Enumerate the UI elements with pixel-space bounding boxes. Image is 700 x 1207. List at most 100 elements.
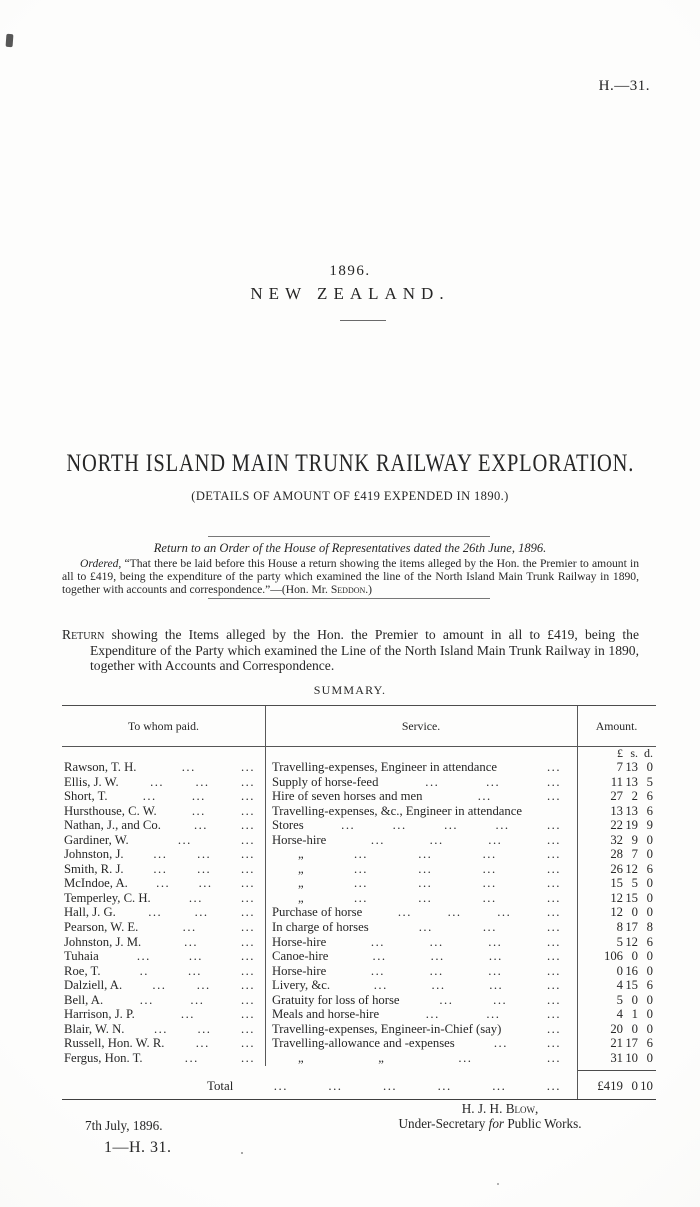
amount-cell: 12 0 0 bbox=[577, 905, 656, 920]
leader-dots: ... bbox=[184, 934, 199, 949]
payee-name: Tuhaia bbox=[64, 949, 99, 964]
amount-pence: 8 bbox=[646, 920, 653, 935]
leader-dots: ... bbox=[370, 934, 385, 949]
leader-dots: ... bbox=[240, 978, 255, 993]
leader-dots: ... bbox=[139, 992, 154, 1007]
leader-dots: ... bbox=[240, 818, 255, 833]
service-cell: Horse-hire............ bbox=[265, 833, 577, 848]
leader-dots: ... bbox=[197, 861, 212, 876]
amount-pence: 0 bbox=[646, 760, 653, 774]
leader-dots: ... bbox=[181, 760, 196, 774]
leader-dots: ... bbox=[180, 1007, 195, 1022]
currency-pounds: £ bbox=[617, 746, 623, 760]
leader-dots: ... bbox=[193, 818, 208, 833]
service-cell: Supply of horse-feed......... bbox=[265, 775, 577, 790]
leader-dots: ... bbox=[142, 789, 157, 804]
amount-shillings: 13 bbox=[625, 760, 638, 774]
leader-dots: ... bbox=[493, 1036, 508, 1051]
summary-heading: SUMMARY. bbox=[313, 683, 387, 697]
amount-cell: 13 13 6 bbox=[577, 804, 656, 819]
amount-shillings: 1 bbox=[631, 1007, 638, 1022]
amount-shillings: 10 bbox=[625, 1050, 638, 1065]
amount-shillings: 0 bbox=[631, 992, 638, 1007]
leader-dots: ... bbox=[341, 818, 356, 833]
amount-pounds: 13 bbox=[610, 803, 623, 818]
leader-dots: ... bbox=[418, 920, 433, 935]
leader-dots: ... bbox=[197, 1021, 212, 1036]
amount-cell: 5 12 6 bbox=[577, 935, 656, 950]
payee-name: Johnston, J. bbox=[64, 847, 124, 862]
payee-cell: Short, T.......... bbox=[62, 789, 265, 804]
payee-cell: Johnston, J.......... bbox=[62, 847, 265, 862]
total-leaders: Total .................. bbox=[62, 1070, 577, 1094]
amount-cell: 11 13 5 bbox=[577, 775, 656, 790]
table-row: Hursthouse, C. W....... Travelling-expens… bbox=[62, 804, 656, 819]
payee-name: McIndoe, A. bbox=[64, 876, 128, 891]
amount-pounds: 15 bbox=[610, 876, 623, 891]
summary-table: To whom paid. Service. Amount. £ s. d. R… bbox=[62, 705, 656, 1100]
leader-dots: ... bbox=[546, 905, 561, 920]
leader-dots: ... bbox=[240, 890, 255, 905]
ditto-mark: „ bbox=[298, 876, 304, 891]
table-row: Harrison, J. P....... Meals and horse-hir… bbox=[62, 1007, 656, 1022]
table-row: Johnston, J.......... „............ 28 7 0 bbox=[62, 847, 656, 862]
service-cell: Horse-hire............ bbox=[265, 964, 577, 979]
service-cell: In charge of horses......... bbox=[265, 920, 577, 935]
leader-dots: ... bbox=[184, 1050, 199, 1065]
leader-dots: ... bbox=[240, 774, 255, 789]
leader-dots: ... bbox=[240, 934, 255, 949]
leader-dots: ... bbox=[429, 934, 444, 949]
leader-dots: ... bbox=[546, 890, 561, 905]
ink-mark bbox=[5, 33, 14, 48]
leader-dots: ... bbox=[187, 963, 202, 978]
amount-cell: 7 13 0 bbox=[577, 760, 656, 775]
doc-reference: H.—31. bbox=[598, 78, 650, 94]
service-text: Canoe-hire bbox=[272, 949, 329, 964]
column-divider-1 bbox=[265, 706, 266, 1066]
leader-dots: ... bbox=[196, 978, 211, 993]
amount-pence: 0 bbox=[646, 876, 653, 891]
payee-cell: Ellis, J. W.......... bbox=[62, 775, 265, 790]
amount-pence: 0 bbox=[646, 1021, 653, 1036]
leader-dots: ... bbox=[546, 920, 561, 935]
leader-dots: ... bbox=[546, 789, 561, 804]
leader-dots: ... bbox=[353, 876, 368, 891]
divider-short bbox=[340, 320, 386, 321]
col-header-amount: Amount. bbox=[595, 718, 638, 733]
leader-dots: ... bbox=[493, 992, 508, 1007]
table-row: Dalziell, A.......... Livery, &c.........… bbox=[62, 978, 656, 993]
service-cell: „............ bbox=[265, 891, 577, 906]
leader-dots: ... bbox=[418, 890, 433, 905]
leader-dots: ... bbox=[418, 876, 433, 891]
amount-cell: 0 16 0 bbox=[577, 964, 656, 979]
payee-cell: Harrison, J. P....... bbox=[62, 1007, 265, 1022]
service-cell: Canoe-hire............ bbox=[265, 949, 577, 964]
leader-dots: ... bbox=[353, 861, 368, 876]
service-text: Travelling-expenses, Engineer in attenda… bbox=[272, 760, 498, 774]
leader-dots: ... bbox=[546, 818, 561, 833]
leader-dots: ... bbox=[328, 1079, 343, 1094]
amount-cell: 4 15 6 bbox=[577, 978, 656, 993]
leader-dots: ... bbox=[370, 832, 385, 847]
leader-dots: ... bbox=[152, 978, 167, 993]
amount-pounds: 32 bbox=[610, 832, 623, 847]
leader-dots: ... bbox=[482, 876, 497, 891]
leader-dots: ... bbox=[195, 1036, 210, 1051]
leader-dots: ... bbox=[197, 847, 212, 862]
leader-dots: ... bbox=[240, 832, 255, 847]
leader-dots: ... bbox=[397, 905, 412, 920]
payee-cell: Fergus, Hon. T....... bbox=[62, 1051, 265, 1066]
amount-shillings: 15 bbox=[625, 978, 638, 993]
amount-shillings: 0 bbox=[631, 949, 638, 964]
leader-dots: ... bbox=[153, 847, 168, 862]
table-row: Pearson, W. E....... In charge of horses.… bbox=[62, 920, 656, 935]
service-text: Livery, &c. bbox=[272, 978, 331, 993]
amount-pence: 6 bbox=[646, 803, 653, 818]
payee-name: Short, T. bbox=[64, 789, 108, 804]
leader-dots: ... bbox=[458, 1050, 473, 1065]
amount-cell: 32 9 0 bbox=[577, 833, 656, 848]
payee-cell: Smith, R. J.......... bbox=[62, 862, 265, 877]
service-text: Gratuity for loss of horse bbox=[272, 992, 400, 1007]
payee-name: Russell, Hon. W. R. bbox=[64, 1036, 165, 1051]
leader-dots: ... bbox=[240, 920, 255, 935]
